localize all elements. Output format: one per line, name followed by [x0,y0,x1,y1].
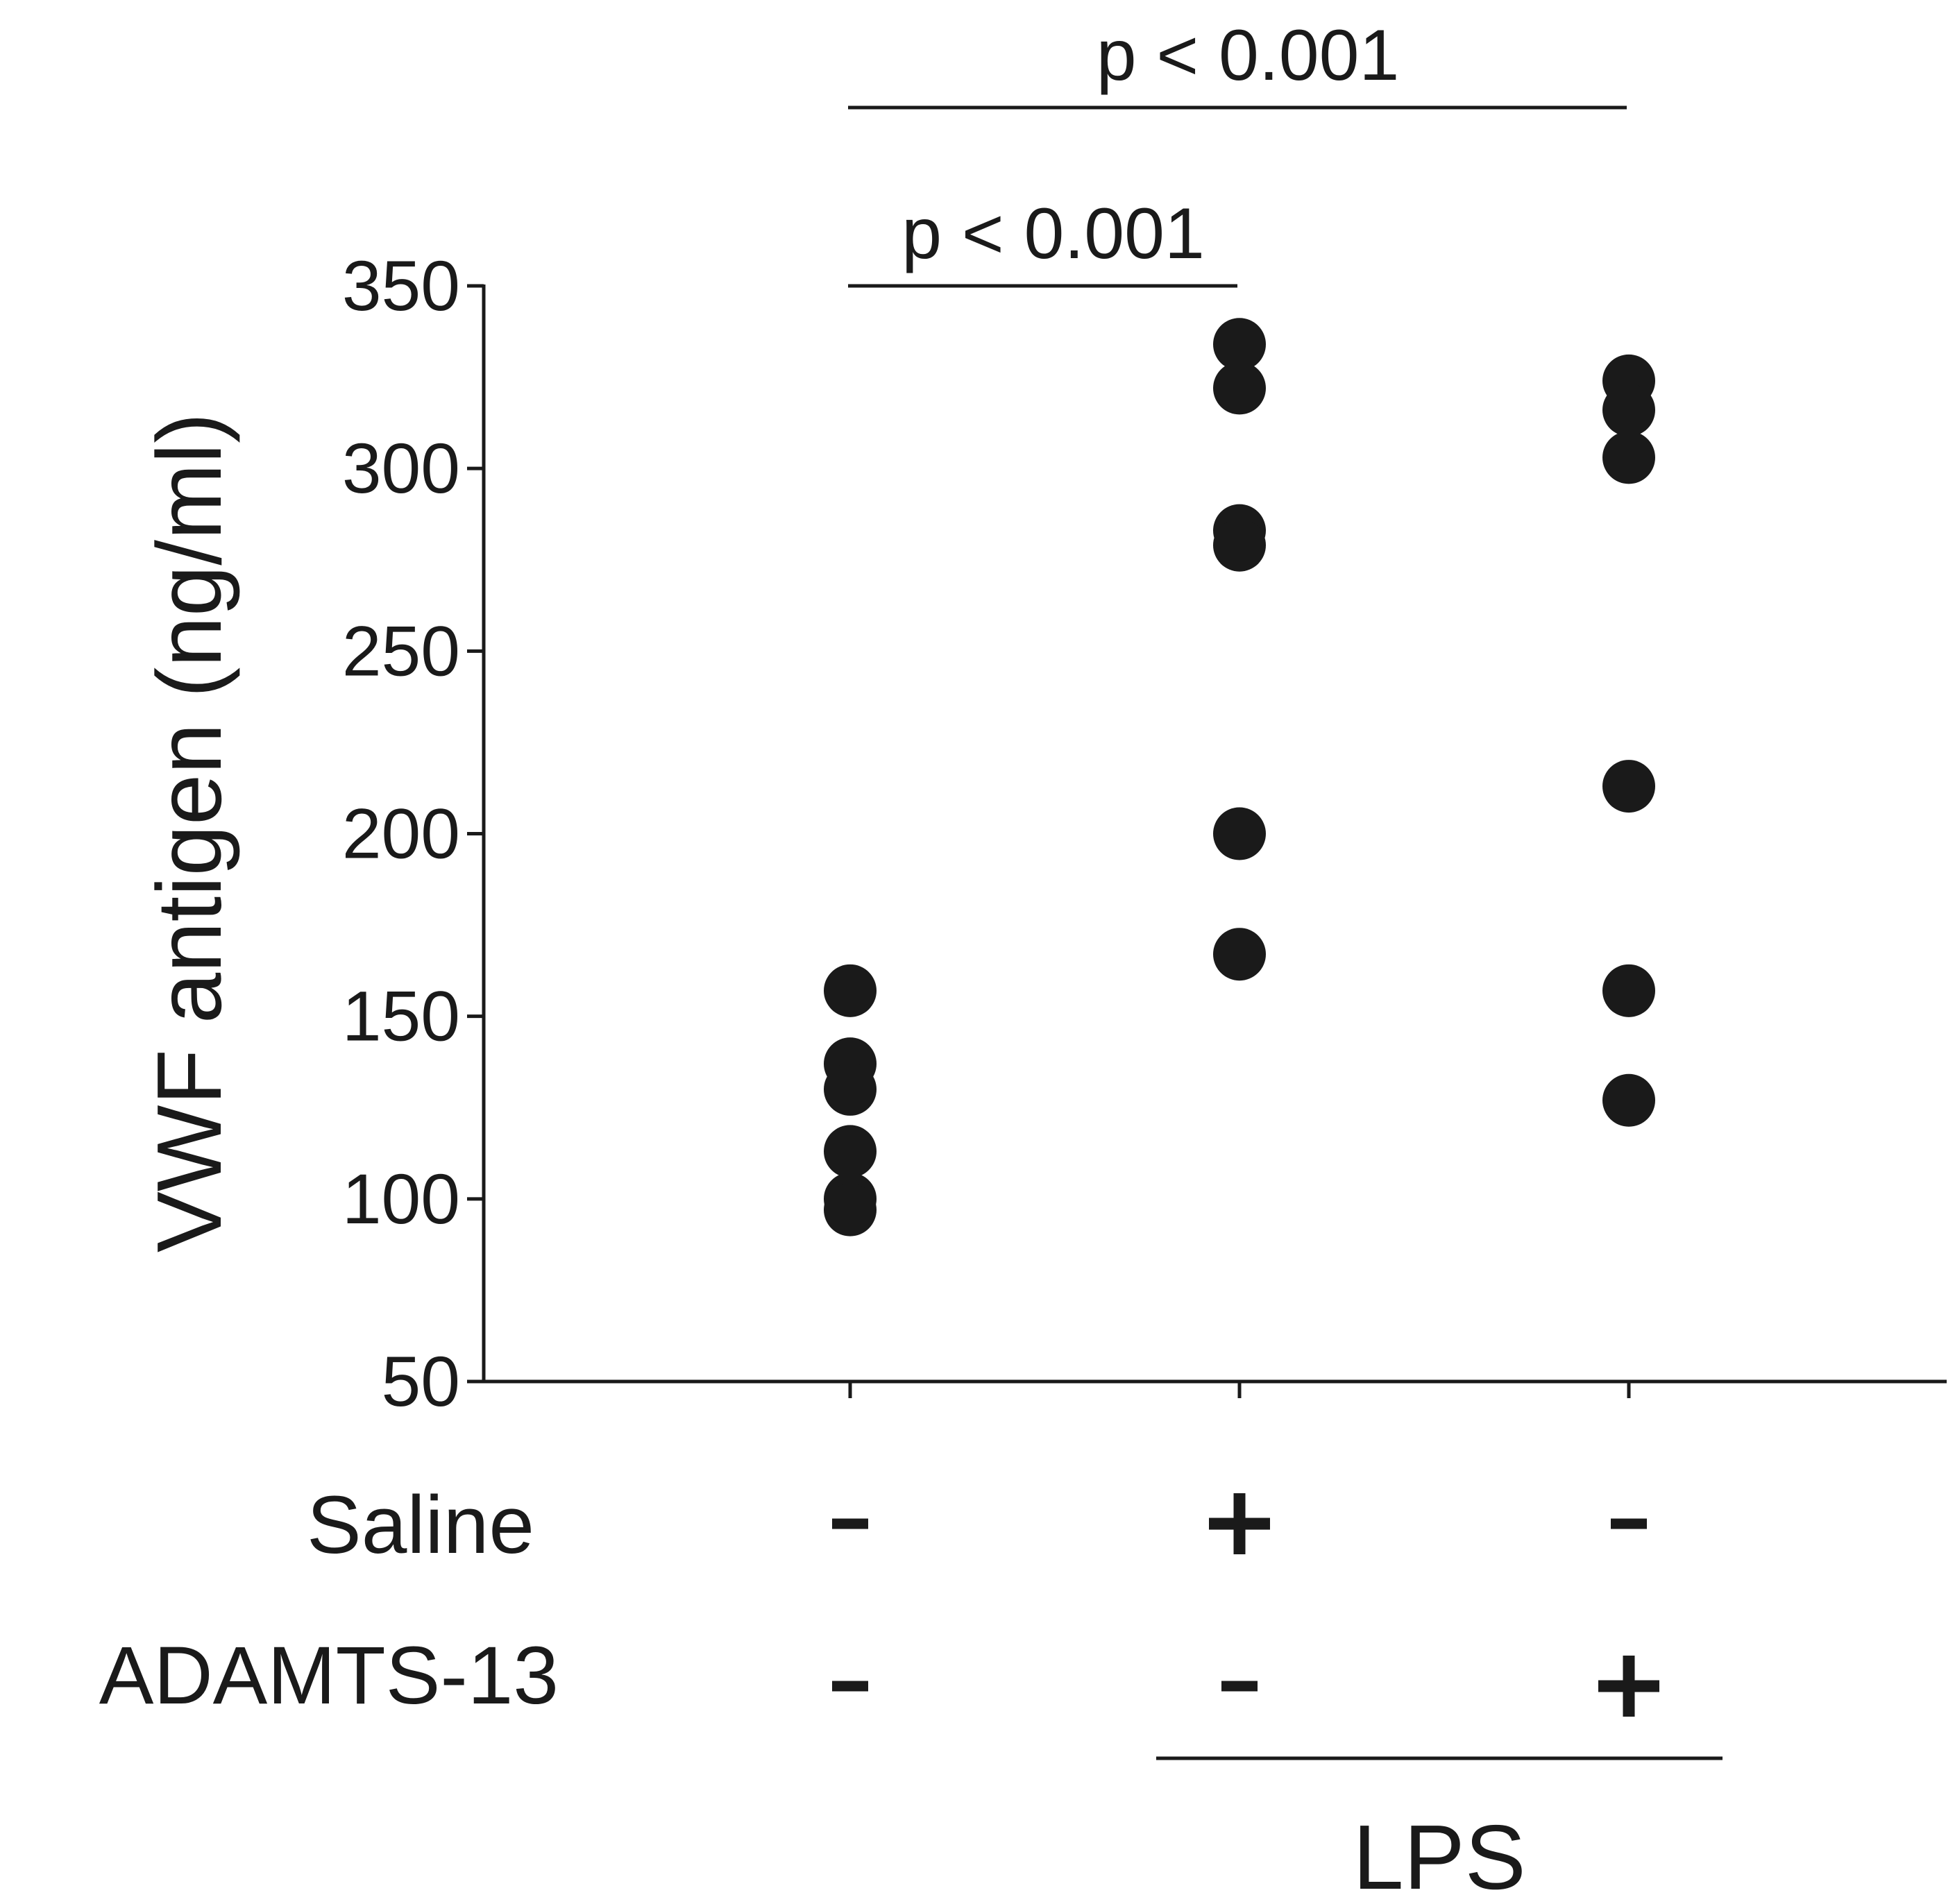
data-point [1602,383,1655,436]
data-point [1213,928,1266,981]
y-ticks: 50 100 150 200 250 300 350 [342,246,484,1421]
y-axis-title: VWF antigen (ng/ml) [138,413,240,1252]
data-points [824,318,1655,1236]
y-tick-label: 150 [342,977,460,1056]
significance-brackets: p < 0.001 p < 0.001 [848,15,1627,288]
y-tick-label: 100 [342,1159,460,1239]
treatment-signs [832,1493,1659,1717]
data-point [1213,807,1266,860]
y-tick-label: 250 [342,611,460,690]
data-point [824,1062,877,1116]
data-point [824,964,877,1017]
data-point [824,1183,877,1236]
data-point [1213,518,1266,572]
data-point [1602,1073,1655,1127]
row-label-saline: Saline [307,1479,534,1571]
lps-group-label: LPS [1353,1806,1526,1904]
y-tick-label: 300 [342,429,460,508]
y-tick-label: 350 [342,246,460,325]
data-point [1213,318,1266,371]
significance-label: p < 0.001 [902,194,1205,274]
data-point [1213,362,1266,415]
row-label-adamts13: ADAMTS-13 [99,1630,559,1722]
significance-label: p < 0.001 [1097,15,1400,96]
data-point [1602,964,1655,1017]
data-point [1602,760,1655,813]
x-ticks [848,1382,1631,1398]
y-tick-label: 50 [382,1342,460,1421]
data-point [824,1125,877,1178]
y-tick-label: 200 [342,794,460,874]
data-point [1602,431,1655,484]
